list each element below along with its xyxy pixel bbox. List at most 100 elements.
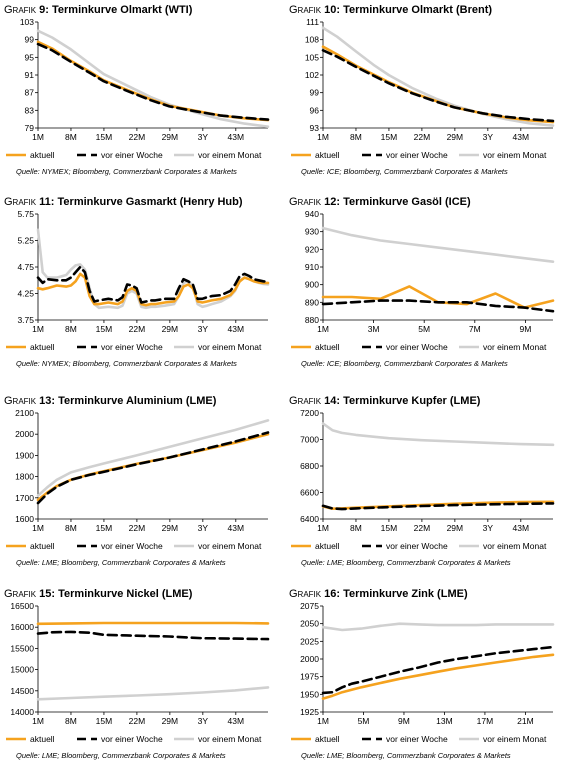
x-tick-label: 15M [381,132,398,142]
y-tick-label: 14000 [10,707,34,717]
legend-label-woche: vor einer Woche [101,342,163,352]
series-line-aktuell [36,432,270,502]
y-tick-label: 1950 [300,689,319,699]
legend-label-monat: vor einem Monat [198,342,262,352]
y-tick-label: 6600 [300,488,319,498]
chart-source: Quelle: NYMEX; Bloomberg, Commerzbank Co… [16,167,237,176]
x-tick-label: 8M [350,132,362,142]
x-tick-label: 5M [418,324,430,334]
chart-svg-5: Grafik 13: Terminkurve Aluminium (LME) 16… [4,395,270,567]
y-tick-label: 3.75 [17,315,34,325]
y-tick-label: 99 [25,35,35,45]
legend-label-aktuell: aktuell [315,342,340,352]
x-tick-label: 3Y [198,132,209,142]
y-tick-label: 95 [25,52,35,62]
chart-title: Grafik 12: Terminkurve Gasöl (ICE) [289,196,471,208]
y-tick-label: 96 [310,105,320,115]
series-line-aktuell [321,653,555,700]
chart-title: Grafik 13: Terminkurve Aluminium (LME) [4,395,217,407]
x-tick-label: 5M [358,716,370,726]
legend-label-aktuell: aktuell [30,541,55,551]
legend-label-woche: vor einer Woche [101,541,163,551]
y-tick-label: 83 [25,105,35,115]
series-line-monat [36,29,270,128]
x-tick-label: 22M [129,324,146,334]
chart-title: Grafik 16: Terminkurve Zink (LME) [289,588,468,600]
x-tick-label: 3M [368,324,380,334]
chart-panel-1: Grafik 9: Terminkurve Olmarkt (WTI) 79 83 8… [4,2,274,190]
series-line-woche [36,42,270,121]
x-tick-label: 1M [32,716,44,726]
x-tick-label: 8M [65,523,77,533]
chart-source: Quelle: LME; Bloomberg, Commerzbank Corp… [301,751,511,760]
x-tick-label: 3Y [483,132,494,142]
y-tick-label: 4.75 [17,262,34,272]
chart-title-prefix: Grafik [289,4,324,16]
legend-label-aktuell: aktuell [315,541,340,551]
y-tick-label: 111 [306,17,319,27]
chart-title-prefix: Grafik [289,196,324,208]
legend-label-monat: vor einem Monat [198,541,262,551]
chart-title-text: 10: Terminkurve Olmarkt (Brent) [324,4,492,16]
chart-svg-8: Grafik 16: Terminkurve Zink (LME) 1925 195… [289,588,555,760]
y-tick-label: 2050 [300,619,319,629]
x-tick-label: 29M [162,523,179,533]
chart-source: Quelle: NYMEX; Bloomberg, Commerzbank Co… [16,359,237,368]
x-tick-label: 43M [228,132,245,142]
y-tick-label: 103 [20,17,34,27]
chart-title-prefix: Grafik [289,395,324,407]
series-line-aktuell [36,272,270,307]
chart-title-prefix: Grafik [4,395,39,407]
chart-panel-4: Grafik 12: Terminkurve Gasöl (ICE) 880 890… [289,194,559,382]
y-tick-label: 79 [25,123,35,133]
y-tick-label: 99 [310,88,320,98]
chart-title-prefix: Grafik [4,588,39,600]
x-tick-label: 9M [398,716,410,726]
series-line-aktuell [321,45,555,124]
legend-label-woche: vor einer Woche [386,342,448,352]
series-line-monat [36,419,270,497]
y-tick-label: 15000 [10,665,34,675]
x-tick-label: 15M [96,716,113,726]
x-tick-label: 8M [65,716,77,726]
y-tick-label: 16000 [10,622,34,632]
chart-title-text: 15: Terminkurve Nickel (LME) [39,588,193,600]
legend-label-monat: vor einem Monat [198,734,262,744]
chart-title-text: 11: Terminkurve Gasmarkt (Henry Hub) [39,196,243,208]
y-tick-label: 920 [305,244,319,254]
x-tick-label: 29M [162,324,179,334]
chart-title-text: 12: Terminkurve Gasöl (ICE) [324,196,471,208]
x-tick-label: 1M [32,324,44,334]
y-tick-label: 880 [305,315,319,325]
chart-source: Quelle: LME; Bloomberg, Commerzbank Corp… [16,751,226,760]
chart-title-text: 16: Terminkurve Zink (LME) [324,588,468,600]
chart-title-prefix: Grafik [4,196,39,208]
y-tick-label: 7000 [300,435,319,445]
chart-title: Grafik 9: Terminkurve Olmarkt (WTI) [4,4,193,16]
x-tick-label: 15M [96,132,113,142]
chart-panel-8: Grafik 16: Terminkurve Zink (LME) 1925 195… [289,586,559,774]
y-tick-label: 6800 [300,461,319,471]
y-tick-label: 16500 [10,601,34,611]
chart-source: Quelle: ICE; Bloomberg, Commerzbank Corp… [301,359,508,368]
series-line-monat [321,226,555,263]
series-line-monat [321,26,555,127]
chart-title-text: 13: Terminkurve Aluminium (LME) [39,395,217,407]
chart-title-text: 9: Terminkurve Olmarkt (WTI) [39,4,193,16]
chart-svg-2: Grafik 10: Terminkurve Olmarkt (Brent) 93… [289,4,555,176]
series-line-woche [321,502,555,511]
x-tick-label: 29M [447,523,464,533]
x-tick-label: 22M [414,132,431,142]
chart-source: Quelle: LME; Bloomberg, Commerzbank Corp… [301,558,511,567]
x-tick-label: 1M [317,523,329,533]
series-line-woche [321,299,555,313]
legend-label-woche: vor einer Woche [386,150,448,160]
y-tick-label: 910 [305,262,319,272]
series-line-aktuell [36,40,270,122]
x-tick-label: 15M [96,324,113,334]
series-line-woche [36,630,270,641]
chart-svg-6: Grafik 14: Terminkurve Kupfer (LME) 6400 6… [289,395,555,567]
legend-label-aktuell: aktuell [315,150,340,160]
x-tick-label: 1M [317,716,329,726]
y-tick-label: 940 [305,209,319,219]
